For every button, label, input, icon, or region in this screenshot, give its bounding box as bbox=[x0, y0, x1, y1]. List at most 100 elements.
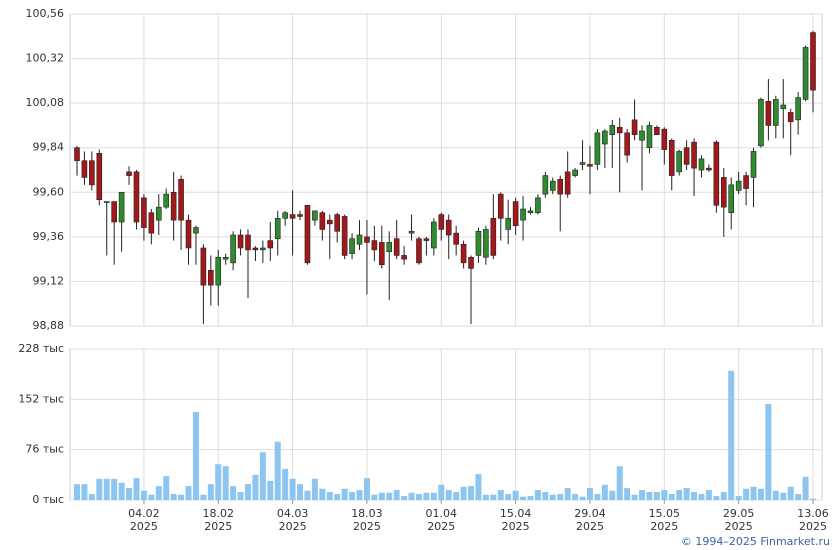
candle-body bbox=[155, 206, 162, 221]
volume-bar bbox=[668, 494, 675, 500]
x-tick-label: 01.04 2025 bbox=[425, 507, 458, 533]
volume-bar bbox=[126, 488, 133, 500]
candle-body bbox=[431, 221, 437, 249]
volume-bar bbox=[475, 474, 482, 500]
volume-bar bbox=[572, 494, 579, 500]
y-tick-label: 99,12 bbox=[33, 274, 65, 287]
volume-bar bbox=[133, 478, 140, 500]
volume-bar bbox=[282, 468, 289, 500]
x-tick-label: 04.02 2025 bbox=[128, 507, 160, 533]
candle-body bbox=[141, 197, 147, 228]
volume-bar bbox=[705, 490, 712, 500]
candle-body bbox=[245, 234, 251, 251]
candle-body bbox=[527, 210, 534, 214]
candle-body bbox=[89, 160, 95, 186]
y-tick-label: 76 тыс bbox=[25, 443, 64, 456]
volume-bar bbox=[639, 490, 646, 500]
volume-bar bbox=[386, 492, 393, 500]
candle-body bbox=[557, 178, 564, 195]
candle-body bbox=[505, 217, 511, 230]
candle-body bbox=[416, 238, 422, 264]
volume-bar bbox=[795, 494, 802, 500]
y-tick-label: 99,36 bbox=[33, 230, 65, 243]
volume-bar bbox=[505, 494, 512, 500]
x-tick-label: 13.06 2025 bbox=[797, 507, 829, 533]
candle-body bbox=[758, 99, 764, 147]
volume-bar bbox=[757, 488, 764, 500]
volume-bar bbox=[460, 486, 467, 500]
candle-body bbox=[773, 99, 779, 126]
volume-bar bbox=[542, 492, 549, 500]
volume-bar bbox=[453, 492, 460, 500]
volume-bar bbox=[527, 496, 534, 500]
volume-bar bbox=[341, 488, 348, 500]
y-tick-label: 99,84 bbox=[33, 141, 65, 154]
volume-bar bbox=[520, 496, 527, 500]
volume-bar bbox=[185, 486, 192, 500]
volume-bar bbox=[326, 492, 333, 500]
volume-bar bbox=[356, 490, 363, 500]
x-tick-label: 15.04 2025 bbox=[499, 507, 532, 533]
volume-bar bbox=[616, 466, 623, 500]
candle-body bbox=[624, 132, 630, 156]
volume-bar bbox=[74, 484, 80, 500]
volume-bar bbox=[698, 494, 705, 500]
volume-bar bbox=[438, 484, 445, 500]
volume-bar bbox=[564, 488, 571, 500]
candle-body bbox=[237, 234, 244, 249]
candle-body bbox=[267, 240, 274, 249]
candle-body bbox=[735, 180, 742, 191]
candle-body bbox=[691, 141, 697, 169]
volume-bar bbox=[490, 494, 497, 500]
volume-bar bbox=[787, 486, 794, 500]
candle-body bbox=[297, 214, 303, 217]
candle-body bbox=[572, 169, 578, 176]
candle-body bbox=[163, 193, 170, 208]
volume-bar bbox=[408, 492, 415, 500]
volume-bar bbox=[624, 488, 631, 500]
volume-bar bbox=[140, 490, 147, 500]
volume-bar bbox=[111, 478, 118, 500]
volume-bar bbox=[334, 494, 341, 500]
volume-bar bbox=[482, 494, 489, 500]
volume-bar bbox=[750, 486, 757, 500]
candle-body bbox=[178, 178, 184, 221]
volume-bar bbox=[810, 498, 816, 500]
volume-bar bbox=[534, 490, 541, 500]
candle-body bbox=[260, 247, 266, 251]
candle-body bbox=[289, 214, 296, 219]
volume-bar bbox=[661, 490, 668, 500]
x-tick-label: 15.05 2025 bbox=[648, 507, 681, 533]
volume-bar bbox=[579, 496, 586, 500]
volume-bar bbox=[311, 478, 318, 500]
candle-body bbox=[549, 180, 556, 191]
candle-body bbox=[460, 243, 467, 264]
candle-body bbox=[490, 217, 497, 256]
volume-bar bbox=[557, 494, 564, 500]
volume-bar bbox=[653, 492, 660, 500]
volume-bar bbox=[415, 494, 422, 500]
candle-body bbox=[520, 208, 526, 221]
x-tick-label: 29.05 2025 bbox=[722, 507, 755, 533]
candle-body bbox=[661, 128, 668, 150]
candle-body bbox=[698, 158, 705, 171]
candle-body bbox=[497, 193, 504, 219]
volume-bar bbox=[289, 478, 296, 500]
candle-body bbox=[765, 100, 772, 126]
candle-body bbox=[468, 256, 474, 269]
candle-body bbox=[118, 191, 125, 223]
candle-body bbox=[208, 269, 214, 286]
candle-body bbox=[587, 164, 593, 167]
candle-body bbox=[609, 125, 616, 136]
volume-bar bbox=[401, 496, 408, 500]
volume-bar bbox=[631, 494, 638, 500]
volume-bar bbox=[148, 494, 155, 500]
volume-bar bbox=[237, 492, 244, 500]
volume-bar bbox=[88, 494, 95, 500]
y-tick-label: 100,32 bbox=[26, 52, 65, 65]
volume-bar bbox=[430, 492, 437, 500]
volume-bar bbox=[103, 478, 110, 500]
candle-body bbox=[631, 119, 638, 136]
y-tick-label: 98,88 bbox=[33, 319, 65, 332]
